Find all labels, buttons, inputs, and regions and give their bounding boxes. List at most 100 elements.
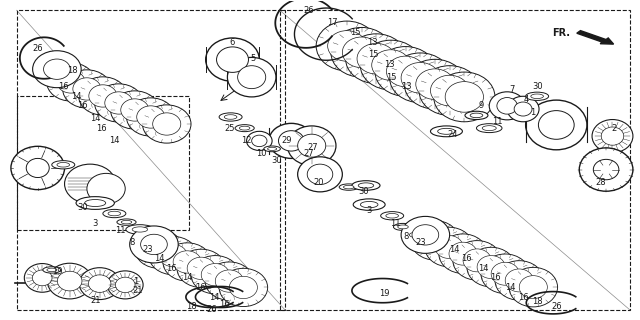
Ellipse shape <box>87 173 125 204</box>
Ellipse shape <box>419 66 480 116</box>
Ellipse shape <box>514 102 532 116</box>
Text: 16: 16 <box>518 292 529 301</box>
Ellipse shape <box>47 268 57 272</box>
Ellipse shape <box>381 212 404 220</box>
Ellipse shape <box>519 276 547 299</box>
Ellipse shape <box>278 131 304 151</box>
Ellipse shape <box>390 53 451 103</box>
Text: 28: 28 <box>596 178 606 187</box>
Ellipse shape <box>95 84 143 122</box>
Text: 14: 14 <box>71 92 81 101</box>
Text: 17: 17 <box>328 19 338 28</box>
Ellipse shape <box>237 66 266 89</box>
Ellipse shape <box>205 262 253 300</box>
Text: FR.: FR. <box>552 28 570 37</box>
Text: 12: 12 <box>241 136 252 145</box>
Ellipse shape <box>239 126 250 130</box>
Text: 23: 23 <box>415 238 426 247</box>
Ellipse shape <box>360 40 422 90</box>
Ellipse shape <box>328 31 366 61</box>
Text: 16: 16 <box>96 124 107 132</box>
Text: 14: 14 <box>449 245 460 254</box>
Ellipse shape <box>187 257 215 279</box>
Text: 16: 16 <box>490 273 501 282</box>
Ellipse shape <box>298 134 326 157</box>
Ellipse shape <box>130 226 178 263</box>
Ellipse shape <box>593 159 619 180</box>
Ellipse shape <box>24 264 60 292</box>
Ellipse shape <box>397 225 408 229</box>
Text: 14: 14 <box>90 114 100 123</box>
Ellipse shape <box>453 241 501 280</box>
Ellipse shape <box>191 256 239 294</box>
Ellipse shape <box>410 232 425 238</box>
Text: 16: 16 <box>58 82 68 91</box>
Ellipse shape <box>43 267 61 273</box>
Bar <box>17 96 189 230</box>
Ellipse shape <box>132 227 148 232</box>
Text: 15: 15 <box>387 73 397 82</box>
Ellipse shape <box>525 92 548 100</box>
Text: 16: 16 <box>166 264 177 273</box>
Text: 15: 15 <box>368 50 378 59</box>
Ellipse shape <box>163 243 211 281</box>
Text: 9: 9 <box>479 101 484 110</box>
Text: 3: 3 <box>367 206 372 215</box>
Ellipse shape <box>47 263 92 299</box>
Ellipse shape <box>375 47 436 96</box>
Ellipse shape <box>387 56 425 87</box>
Ellipse shape <box>84 199 106 206</box>
Ellipse shape <box>476 124 502 132</box>
Ellipse shape <box>105 92 133 114</box>
Ellipse shape <box>403 230 431 240</box>
Text: 10: 10 <box>256 149 266 158</box>
Text: 11: 11 <box>390 219 401 228</box>
Text: 20: 20 <box>314 178 324 187</box>
Ellipse shape <box>227 57 276 97</box>
Text: 30: 30 <box>77 203 88 212</box>
Ellipse shape <box>11 146 65 190</box>
Ellipse shape <box>26 158 49 178</box>
Text: 19: 19 <box>379 289 389 298</box>
Ellipse shape <box>360 202 378 208</box>
Text: 7: 7 <box>509 85 515 94</box>
Ellipse shape <box>205 38 259 81</box>
Text: 25: 25 <box>224 124 235 132</box>
Ellipse shape <box>339 184 358 190</box>
Text: 30: 30 <box>532 82 543 91</box>
Text: 11: 11 <box>492 117 503 126</box>
Text: 13: 13 <box>383 60 394 69</box>
Ellipse shape <box>439 234 487 273</box>
Ellipse shape <box>509 268 557 307</box>
Ellipse shape <box>52 161 75 169</box>
Ellipse shape <box>298 157 342 192</box>
Ellipse shape <box>235 124 254 132</box>
Ellipse shape <box>431 75 468 106</box>
Ellipse shape <box>307 164 333 185</box>
Ellipse shape <box>57 163 70 167</box>
Ellipse shape <box>143 105 191 143</box>
Ellipse shape <box>216 47 248 72</box>
Ellipse shape <box>44 59 70 79</box>
Ellipse shape <box>358 183 374 188</box>
Ellipse shape <box>135 230 183 268</box>
Text: 27: 27 <box>307 143 317 152</box>
Ellipse shape <box>145 238 173 260</box>
Text: 16: 16 <box>77 101 88 110</box>
Ellipse shape <box>531 94 543 99</box>
Ellipse shape <box>601 127 624 145</box>
Ellipse shape <box>495 261 543 300</box>
Ellipse shape <box>463 249 491 272</box>
Ellipse shape <box>394 223 413 230</box>
Ellipse shape <box>431 126 463 137</box>
Ellipse shape <box>425 227 473 267</box>
Ellipse shape <box>465 111 488 120</box>
Ellipse shape <box>342 37 381 68</box>
Ellipse shape <box>525 100 587 150</box>
Ellipse shape <box>137 106 165 128</box>
Ellipse shape <box>438 128 455 134</box>
Text: 30: 30 <box>358 188 369 196</box>
Ellipse shape <box>316 21 378 71</box>
Ellipse shape <box>246 131 272 150</box>
Text: 14: 14 <box>182 273 193 282</box>
